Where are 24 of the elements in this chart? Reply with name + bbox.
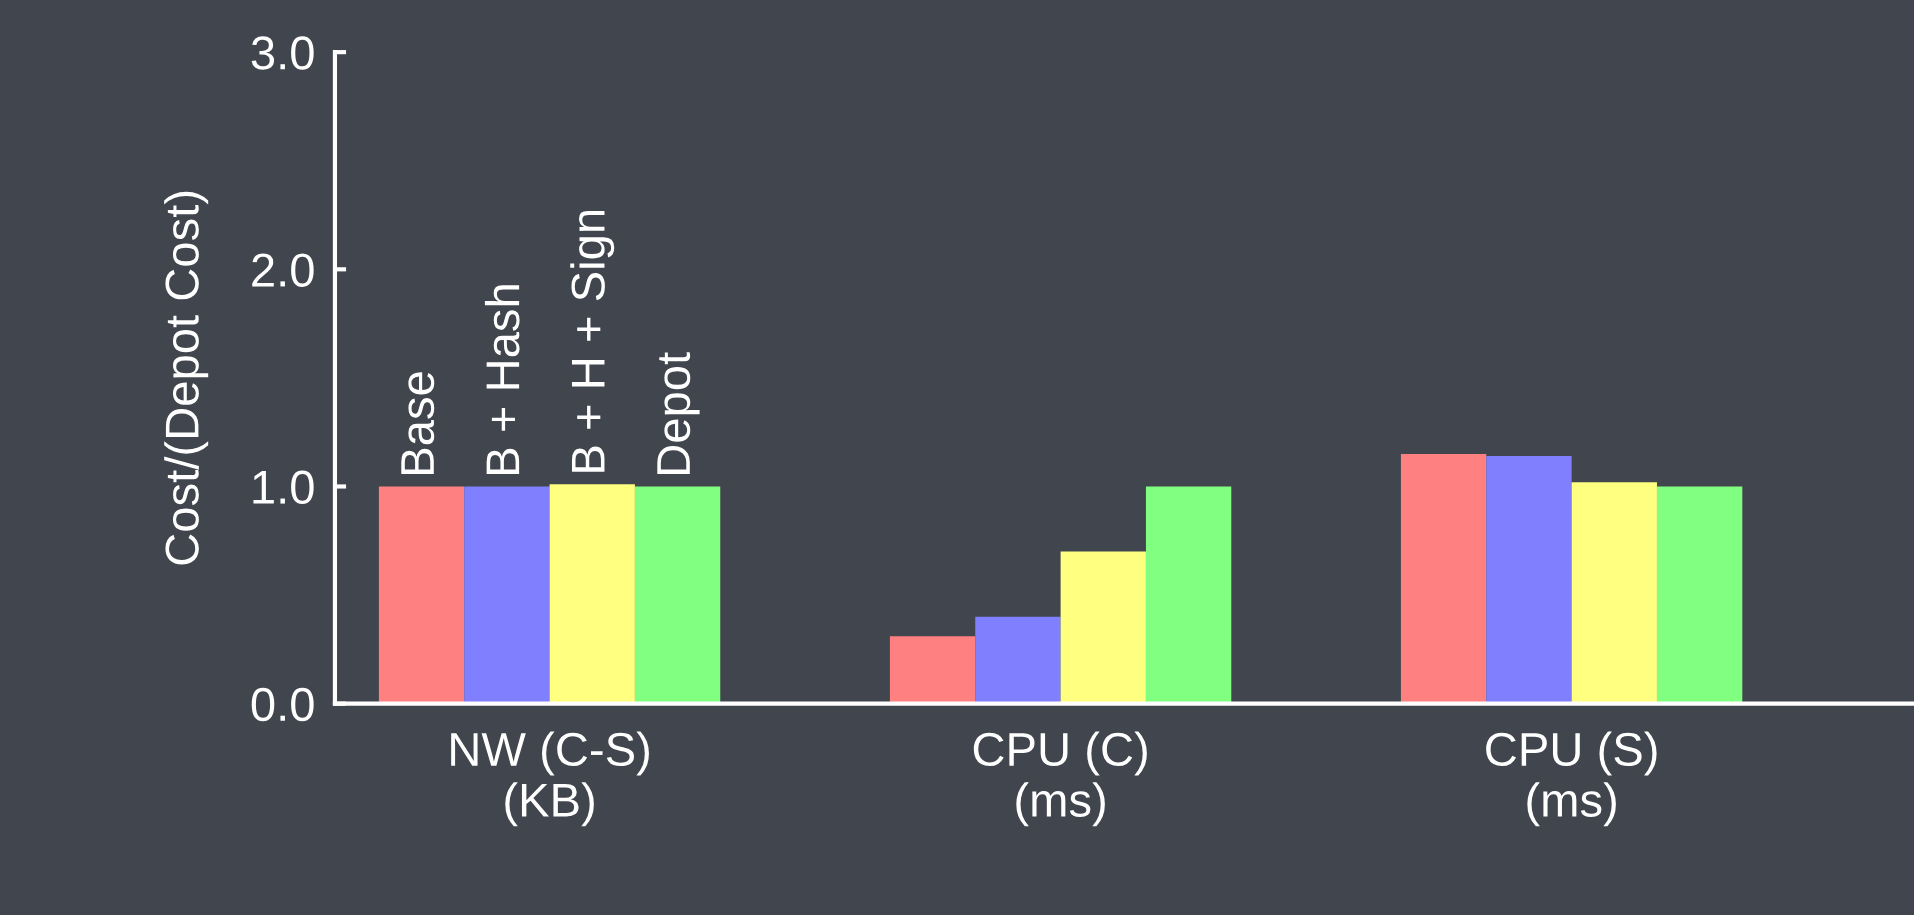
x-tick-label: NW (C-S) (KB) <box>451 731 649 827</box>
bar <box>1571 482 1657 704</box>
bar <box>634 486 721 704</box>
x-tick-label: CPU (C) (ms) <box>973 731 1147 827</box>
bar <box>464 486 550 704</box>
text: Depot <box>657 352 700 474</box>
y-tick-label: 2.0 <box>252 253 314 287</box>
bar <box>1145 486 1232 704</box>
bar <box>975 616 1061 704</box>
y-axis-title: Cost/(Depot Cost) <box>164 191 209 565</box>
y-tick-label: 0.0 <box>251 687 314 722</box>
bar <box>1400 453 1487 704</box>
bar <box>1656 486 1743 704</box>
y-tick-label: 1.0 <box>253 470 314 505</box>
text: B + Hash <box>484 285 520 474</box>
bar <box>1060 551 1146 704</box>
bar <box>549 484 635 704</box>
text: B + H + Sign <box>570 210 615 472</box>
bar <box>889 636 976 704</box>
bar <box>1486 456 1572 704</box>
y-tick-label: 3.0 <box>251 36 314 70</box>
text: Base <box>401 372 435 474</box>
bar <box>378 486 465 704</box>
x-tick-label: CPU (S) (ms) <box>1486 731 1657 827</box>
